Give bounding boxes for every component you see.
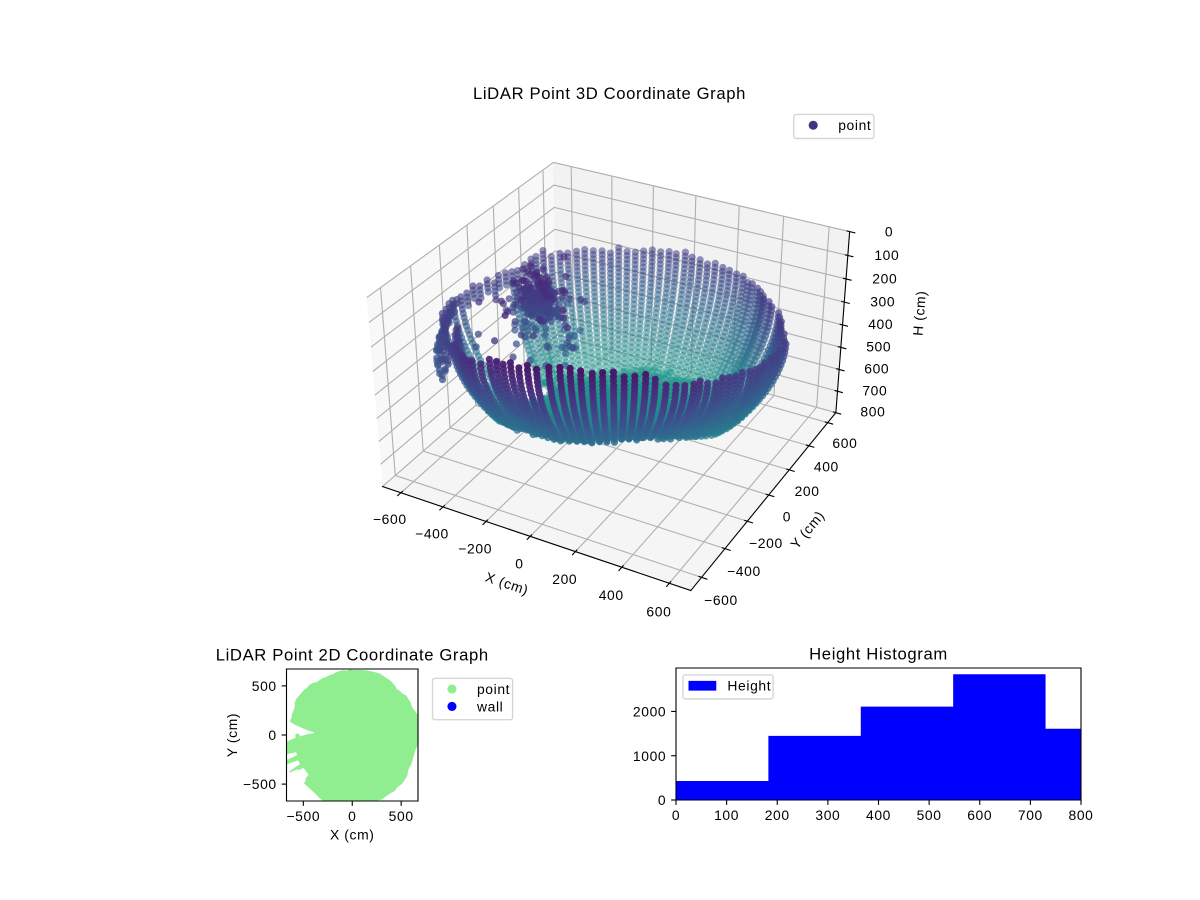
svg-text:0: 0 bbox=[672, 807, 680, 823]
svg-text:200: 200 bbox=[765, 807, 790, 823]
svg-text:0: 0 bbox=[515, 556, 523, 572]
svg-text:LiDAR Point 2D Coordinate Grap: LiDAR Point 2D Coordinate Graph bbox=[216, 646, 489, 665]
svg-text:100: 100 bbox=[714, 807, 739, 823]
svg-text:−600: −600 bbox=[373, 511, 407, 527]
svg-text:400: 400 bbox=[866, 807, 891, 823]
svg-text:500: 500 bbox=[866, 339, 891, 355]
svg-text:1000: 1000 bbox=[633, 748, 666, 764]
svg-text:0: 0 bbox=[658, 792, 666, 808]
svg-text:Y (cm): Y (cm) bbox=[224, 713, 240, 757]
svg-text:−500: −500 bbox=[286, 808, 320, 824]
svg-text:−200: −200 bbox=[749, 535, 783, 551]
svg-text:LiDAR Point 3D Coordinate Grap: LiDAR Point 3D Coordinate Graph bbox=[473, 84, 746, 103]
svg-text:point: point bbox=[838, 117, 871, 133]
svg-text:600: 600 bbox=[967, 807, 992, 823]
svg-text:Height Histogram: Height Histogram bbox=[809, 645, 948, 664]
svg-text:400: 400 bbox=[599, 587, 624, 603]
svg-text:−500: −500 bbox=[243, 776, 277, 792]
svg-text:−400: −400 bbox=[727, 563, 761, 579]
svg-text:−200: −200 bbox=[458, 540, 492, 556]
svg-text:200: 200 bbox=[795, 483, 820, 499]
svg-text:200: 200 bbox=[552, 571, 577, 587]
svg-text:600: 600 bbox=[646, 604, 671, 620]
svg-text:0: 0 bbox=[348, 808, 356, 824]
svg-text:wall: wall bbox=[476, 698, 503, 714]
svg-text:500: 500 bbox=[389, 808, 414, 824]
svg-text:700: 700 bbox=[1018, 807, 1043, 823]
svg-text:H (cm): H (cm) bbox=[910, 290, 929, 336]
svg-text:200: 200 bbox=[872, 270, 897, 286]
svg-text:600: 600 bbox=[832, 435, 857, 451]
svg-text:300: 300 bbox=[870, 294, 895, 310]
svg-text:0: 0 bbox=[268, 727, 276, 743]
svg-text:0: 0 bbox=[885, 223, 893, 239]
svg-text:800: 800 bbox=[860, 404, 885, 420]
svg-text:100: 100 bbox=[874, 247, 899, 263]
svg-text:2000: 2000 bbox=[633, 704, 666, 720]
svg-text:Height: Height bbox=[727, 678, 771, 694]
svg-text:X (cm): X (cm) bbox=[330, 826, 375, 842]
svg-text:point: point bbox=[477, 681, 510, 697]
svg-text:0: 0 bbox=[783, 508, 791, 524]
svg-text:800: 800 bbox=[1068, 807, 1093, 823]
svg-text:500: 500 bbox=[917, 807, 942, 823]
svg-text:400: 400 bbox=[814, 458, 839, 474]
svg-text:600: 600 bbox=[864, 361, 889, 377]
svg-text:700: 700 bbox=[862, 382, 887, 398]
svg-text:−600: −600 bbox=[704, 592, 738, 608]
svg-text:300: 300 bbox=[815, 807, 840, 823]
svg-text:500: 500 bbox=[252, 678, 277, 694]
svg-text:400: 400 bbox=[868, 316, 893, 332]
svg-text:−400: −400 bbox=[415, 525, 449, 541]
